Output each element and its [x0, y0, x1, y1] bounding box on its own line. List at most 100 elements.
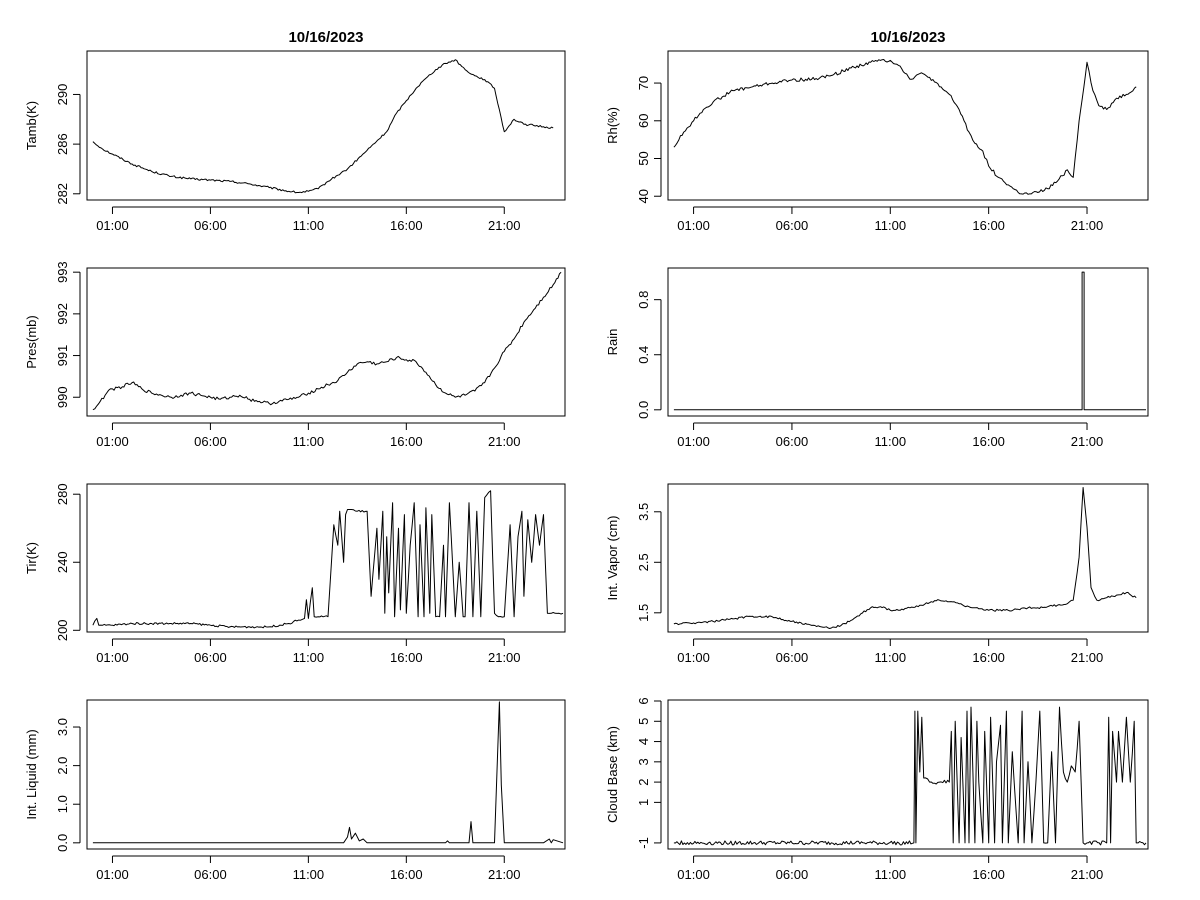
y-tick-label: 70 — [636, 76, 651, 90]
x-tick-label: 11:00 — [875, 218, 907, 233]
x-tick-label: 11:00 — [875, 650, 907, 665]
y-tick-label: 0.0 — [636, 401, 651, 419]
y-tick-label: 240 — [55, 551, 70, 573]
x-tick-label: 01:00 — [96, 650, 129, 665]
x-tick-label: 11:00 — [875, 867, 907, 882]
y-tick-label: 1.5 — [636, 604, 651, 622]
series-line-rain — [673, 271, 1146, 411]
panel-int-vapor-cm: Int. Vapor (cm) 01:00 06:00 11:00 16:00 21:00… — [605, 483, 1149, 665]
y-tick-label: 2 — [636, 778, 651, 785]
x-tick-label: 16:00 — [972, 434, 1005, 449]
y-tick-label: 40 — [636, 189, 651, 203]
y-axis-label: Int. Liquid (mm) — [24, 729, 39, 819]
y-axis-label: Pres(mb) — [24, 315, 39, 368]
y-tick-label: 282 — [55, 183, 70, 205]
panel-tir-k: Tir(K) 01:00 06:00 11:00 16:00 21:00 200 240 280 — [24, 483, 566, 665]
x-tick-label: 21:00 — [1071, 650, 1104, 665]
x-tick-label: 21:00 — [1071, 218, 1104, 233]
x-tick-label: 16:00 — [972, 218, 1005, 233]
panel-cloud-base-km: Cloud Base (km) 01:00 06:00 11:00 16:00 21:00… — [605, 697, 1149, 882]
plot-frame — [667, 483, 1149, 633]
y-tick-label: 3 — [636, 758, 651, 765]
y-tick-label: 2.5 — [636, 553, 651, 571]
y-axis-label: Rain — [605, 329, 620, 356]
y-tick-label: 993 — [55, 261, 70, 283]
x-tick-label: 11:00 — [293, 218, 325, 233]
x-tick-label: 06:00 — [194, 218, 227, 233]
x-tick-label: 21:00 — [488, 867, 521, 882]
y-tick-label: -1 — [636, 837, 651, 849]
x-tick-label: 01:00 — [96, 218, 129, 233]
x-tick-label: 16:00 — [972, 650, 1005, 665]
y-tick-label: 60 — [636, 114, 651, 128]
plot-frame — [86, 699, 566, 850]
x-tick-label: 21:00 — [1071, 434, 1104, 449]
y-tick-label: 2.0 — [55, 757, 70, 775]
x-tick-label: 06:00 — [194, 434, 227, 449]
y-tick-label: 286 — [55, 133, 70, 155]
series-line-tamb — [92, 59, 554, 194]
plot-frame — [667, 50, 1149, 201]
x-tick-label: 16:00 — [390, 434, 423, 449]
x-tick-label: 11:00 — [875, 434, 907, 449]
y-tick-label: 50 — [636, 151, 651, 165]
y-tick-label: 991 — [55, 345, 70, 367]
y-tick-label: 0.0 — [55, 834, 70, 852]
y-axis-label: Int. Vapor (cm) — [605, 515, 620, 600]
x-tick-label: 06:00 — [194, 867, 227, 882]
panel-tamb-k: 10/16/2023 Tamb(K) 01:00 06:00 11:00 16:00 21:… — [24, 29, 566, 233]
series-line-int-liquid — [92, 701, 564, 844]
y-tick-label: 1.0 — [55, 795, 70, 813]
y-axis-label: Tamb(K) — [24, 101, 39, 150]
x-tick-label: 11:00 — [293, 650, 325, 665]
x-tick-label: 16:00 — [390, 218, 423, 233]
panel-pres-mb: Pres(mb) 01:00 06:00 11:00 16:00 21:00 990 991 9… — [24, 261, 566, 449]
panel-rain: Rain 01:00 06:00 11:00 16:00 21:00 0.0 0.4 0.8 — [605, 267, 1149, 449]
series-line-rh — [673, 59, 1137, 195]
y-tick-label: 990 — [55, 386, 70, 408]
plot-frame — [667, 267, 1149, 417]
plot-frame — [86, 483, 566, 633]
x-tick-label: 06:00 — [776, 650, 809, 665]
y-tick-label: 3.5 — [636, 503, 651, 521]
panel-int-liquid-mm: Int. Liquid (mm) 01:00 06:00 11:00 16:00 21:0… — [24, 699, 566, 882]
y-tick-label: 0.8 — [636, 291, 651, 309]
y-tick-label: 290 — [55, 84, 70, 106]
y-tick-label: 3.0 — [55, 718, 70, 736]
y-tick-label: 4 — [636, 738, 651, 745]
y-tick-label: 0.4 — [636, 346, 651, 364]
y-tick-label: 992 — [55, 303, 70, 325]
series-line-tir — [92, 490, 564, 629]
y-axis-label: Cloud Base (km) — [605, 726, 620, 823]
plot-frame — [667, 699, 1149, 850]
x-tick-label: 16:00 — [390, 867, 423, 882]
panel-rh: 10/16/2023 Rh(%) 01:00 06:00 11:00 16:00 21:00… — [605, 29, 1149, 233]
x-tick-label: 01:00 — [677, 218, 710, 233]
plot-frame — [86, 267, 566, 417]
x-tick-label: 01:00 — [677, 650, 710, 665]
x-tick-label: 21:00 — [488, 218, 521, 233]
y-tick-label: 280 — [55, 483, 70, 505]
x-tick-label: 16:00 — [972, 867, 1005, 882]
x-tick-label: 06:00 — [776, 218, 809, 233]
x-tick-label: 21:00 — [1071, 867, 1104, 882]
series-line-pres — [92, 271, 562, 411]
x-tick-label: 01:00 — [677, 434, 710, 449]
y-tick-label: 6 — [636, 697, 651, 704]
x-tick-label: 01:00 — [96, 434, 129, 449]
y-tick-label: 5 — [636, 718, 651, 725]
x-tick-label: 11:00 — [293, 867, 325, 882]
series-line-int-vapor — [673, 487, 1137, 629]
x-tick-label: 21:00 — [488, 434, 521, 449]
x-tick-label: 06:00 — [776, 867, 809, 882]
x-tick-label: 01:00 — [677, 867, 710, 882]
x-tick-label: 06:00 — [194, 650, 227, 665]
y-axis-label: Rh(%) — [605, 107, 620, 144]
x-tick-label: 21:00 — [488, 650, 521, 665]
chart-title: 10/16/2023 — [870, 29, 945, 46]
x-tick-label: 06:00 — [776, 434, 809, 449]
x-tick-label: 01:00 — [96, 867, 129, 882]
series-line-cloud-base — [673, 706, 1147, 846]
x-tick-label: 11:00 — [293, 434, 325, 449]
